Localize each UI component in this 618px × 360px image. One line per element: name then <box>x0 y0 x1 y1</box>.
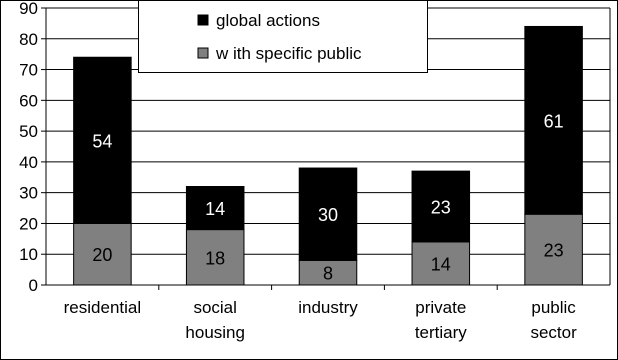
data-label: 14 <box>431 254 451 274</box>
legend-label: global actions <box>216 11 320 30</box>
bar-segment <box>524 213 583 286</box>
bar-segment <box>185 186 245 231</box>
legend-box <box>138 0 428 73</box>
data-label: 54 <box>92 131 112 151</box>
data-label: 23 <box>544 241 564 261</box>
data-label: 30 <box>318 205 338 225</box>
category-label: housing <box>185 323 245 342</box>
legend-label: w ith specific public <box>215 44 362 63</box>
y-tick-label: 0 <box>29 276 38 295</box>
y-tick-label: 10 <box>19 245 38 264</box>
y-tick-label: 70 <box>19 61 38 80</box>
bars: 20 54 18 14 8 30 14 23 23 61 <box>73 25 583 286</box>
y-tick-label: 50 <box>19 122 38 141</box>
bar-segment <box>185 229 245 286</box>
y-tick-label: 40 <box>19 153 38 172</box>
bar-segment <box>73 56 132 224</box>
legend: global actions w ith specific public <box>138 0 428 73</box>
category-label: sector <box>530 323 577 342</box>
legend-swatch <box>197 14 209 26</box>
data-label: 23 <box>431 198 451 218</box>
bar-segment <box>411 241 471 286</box>
y-tick-label: 60 <box>19 91 38 110</box>
y-tick-label: 90 <box>19 0 38 18</box>
category-label: tertiary <box>415 323 467 342</box>
x-axis: residential social housing industry private t… <box>41 284 610 342</box>
category-label: private <box>415 298 466 317</box>
bar-segment <box>298 259 358 286</box>
bar-segment <box>524 25 583 215</box>
category-label: public <box>531 298 576 317</box>
data-label: 61 <box>544 111 564 131</box>
bar-segment <box>298 167 358 261</box>
bar-segment <box>411 170 471 243</box>
data-label: 20 <box>92 245 112 265</box>
data-label: 8 <box>323 264 333 284</box>
y-tick-label: 30 <box>19 184 38 203</box>
category-label: industry <box>298 298 358 317</box>
category-label: social <box>193 298 236 317</box>
data-label: 18 <box>205 248 225 268</box>
category-label: residential <box>64 298 142 317</box>
legend-swatch <box>197 47 209 59</box>
y-tick-label: 80 <box>19 30 38 49</box>
y-tick-label: 20 <box>19 214 38 233</box>
data-label: 14 <box>205 199 225 219</box>
